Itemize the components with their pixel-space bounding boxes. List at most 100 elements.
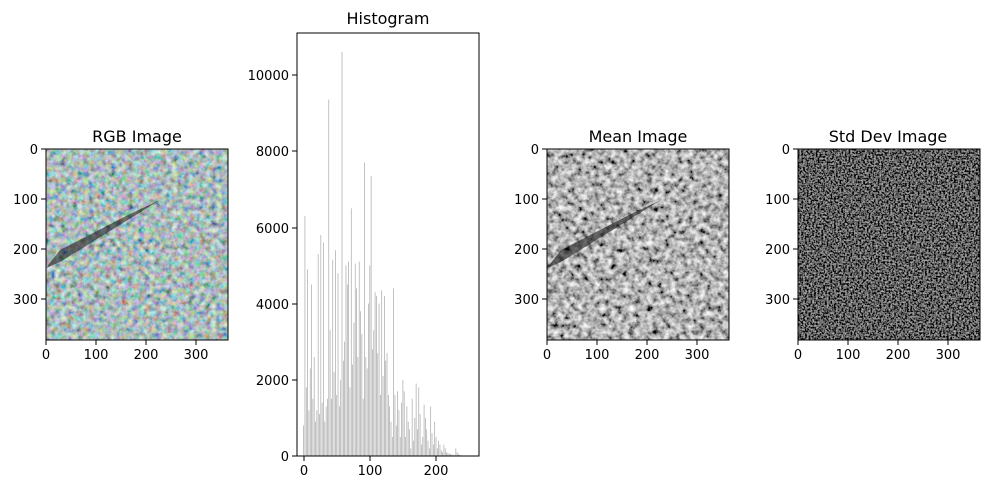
histogram-bar [335,250,336,456]
histogram-bar [303,425,304,456]
histogram-bar [328,99,330,456]
x-tick-label: 300 [685,348,710,363]
histogram-bar [458,454,459,456]
histogram-bar [405,436,406,456]
histogram-bar [399,436,401,456]
histogram-bar [346,284,348,456]
histogram-bar [312,398,314,456]
std-dev-image-frame [797,148,981,341]
histogram-bar [419,414,421,456]
histogram-bar [452,454,454,456]
histogram-bar [332,259,334,456]
histogram-bar [395,425,397,456]
histogram-bar [311,284,312,456]
mean-image-shadow [547,200,661,268]
histogram-yticks: 0 2000 4000 6000 8000 10000 [248,69,297,465]
histogram-bar [340,379,342,456]
histogram-bar [323,242,324,456]
histogram-bar [418,387,420,456]
x-tick-label: 300 [184,348,209,363]
histogram-bar [320,234,322,456]
histogram-bar [425,417,426,456]
histogram-bar [386,353,388,456]
rgb-image-xticks: 0 100 200 300 [42,340,209,363]
histogram-bar [394,395,396,456]
y-tick-label: 0 [281,450,289,465]
histogram-bar [435,436,437,456]
y-tick-label: 100 [514,193,539,208]
histogram-bar [434,421,436,456]
histogram-bar [438,440,439,456]
histogram-bar [356,288,357,456]
mean-image-yticks: 0 100 200 300 [514,143,547,308]
histogram-bar [365,356,367,456]
histogram-bar [369,265,371,456]
histogram-bar [381,290,383,456]
histogram-bar [446,452,447,456]
histogram-bar [384,295,385,456]
y-tick-label: 0 [30,143,38,158]
histogram-bar [376,295,377,456]
histogram-bar [357,356,359,456]
mean-image-panel: Mean Image 0 100 200 300 0 100 200 300 [514,127,730,363]
histogram-bar [304,215,306,456]
histogram-bar [378,303,380,456]
rgb-image-frame [45,148,229,341]
x-tick-label: 300 [936,348,961,363]
histogram-bar [443,444,445,456]
histogram-bar [329,330,331,456]
y-tick-label: 6000 [256,222,289,237]
histogram-bar [440,450,442,456]
histogram-bar [374,292,376,456]
y-tick-label: 4000 [256,298,289,313]
histogram-bar [391,436,393,456]
histogram-bar [353,322,355,456]
y-tick-label: 0 [531,143,539,158]
histogram-bar [362,398,364,456]
histogram-bar [410,448,412,456]
histogram-bar [397,391,398,456]
histogram-bar [380,395,381,456]
histogram-bar [336,395,338,456]
std-dev-image-title: Std Dev Image [829,127,948,146]
y-tick-label: 200 [514,243,539,258]
histogram-bar [459,454,461,456]
x-tick-label: 0 [794,348,802,363]
x-tick-label: 0 [42,348,50,363]
histogram-bar [331,398,332,456]
histogram-bar [455,448,457,456]
histogram-bar [431,433,433,456]
y-tick-label: 300 [514,293,539,308]
x-tick-label: 0 [543,348,551,363]
histogram-bars [303,52,470,457]
histogram-bar [345,265,347,456]
x-tick-label: 100 [585,348,610,363]
histogram-bar [308,410,310,456]
x-tick-label: 100 [836,348,861,363]
mean-image-xticks: 0 100 200 300 [543,340,710,363]
x-tick-label: 200 [886,348,911,363]
histogram-bar [339,406,340,456]
histogram-bar [415,383,417,456]
histogram-bar [348,261,349,456]
histogram-bar [307,269,308,456]
histogram-bar [403,391,405,456]
y-tick-label: 0 [782,143,790,158]
histogram-bar [333,372,335,456]
histogram-bar [309,368,311,456]
histogram-bar [447,452,449,456]
histogram-bar [382,375,384,456]
histogram-bar [414,417,416,456]
mean-image-title: Mean Image [589,127,688,146]
x-tick-label: 100 [84,348,109,363]
histogram-bar [352,364,353,456]
rgb-image-yticks: 0 100 200 300 [13,143,46,308]
y-tick-label: 100 [765,193,790,208]
rgb-image-shadow [46,200,160,268]
histogram-bar [373,330,375,456]
x-tick-label: 100 [358,464,383,479]
y-tick-label: 300 [765,293,790,308]
histogram-bar [402,379,404,456]
histogram-bar [321,402,323,456]
